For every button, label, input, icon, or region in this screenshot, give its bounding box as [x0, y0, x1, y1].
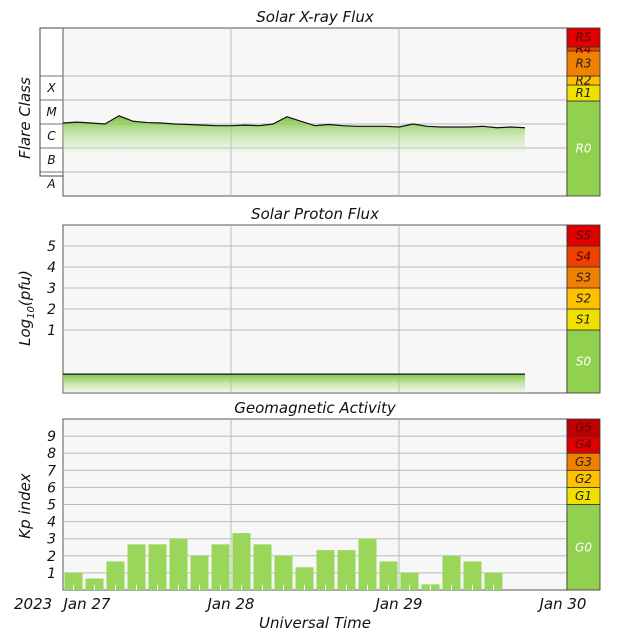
kp-bar	[358, 538, 377, 590]
kp-bar	[400, 572, 419, 590]
kp-bar	[211, 544, 230, 590]
x-tick-label: Jan 27	[61, 595, 111, 613]
kp-ylabel: Kp index	[16, 473, 34, 539]
x-tick-label: Jan 28	[205, 595, 255, 613]
x-axis: 2023 Jan 27 Jan 28 Jan 29 Jan 30 Universal …	[14, 595, 586, 632]
x-axis-label: Universal Time	[259, 614, 371, 632]
proton-grid: 1 2 3 4 5	[47, 225, 567, 393]
class-label-m: M	[46, 105, 57, 119]
geomagnetic-panel: Geomagnetic Activity Kp index 123456789 …	[16, 399, 601, 591]
proton-ylabel-sub: 10	[26, 306, 37, 319]
kp-ytick: 9	[47, 429, 56, 445]
scale-level-s0	[566, 329, 601, 394]
x-year-label: 2023	[14, 595, 52, 613]
scale-label: R3	[576, 57, 592, 71]
scale-label: G0	[575, 540, 592, 554]
class-label-c: C	[47, 129, 56, 143]
xray-line	[62, 115, 526, 129]
kp-ytick: 2	[47, 549, 56, 565]
scale-label: S3	[576, 271, 591, 285]
kp-bar	[190, 555, 209, 590]
kp-ytick: 7	[47, 463, 56, 479]
scale-level-g5	[566, 418, 601, 437]
kp-ytick: 6	[47, 480, 56, 496]
kp-bars	[64, 533, 503, 590]
scale-label: S2	[576, 292, 591, 306]
x-tick-labels: Jan 27 Jan 28 Jan 29 Jan 30	[61, 595, 587, 613]
class-label-a: A	[46, 177, 55, 191]
kp-bar	[232, 533, 251, 590]
class-label-x: X	[46, 81, 56, 95]
proton-ytick: 4	[47, 260, 56, 276]
scale-label: G2	[575, 472, 592, 486]
kp-bar	[274, 555, 293, 590]
xray-plot-area	[62, 27, 568, 197]
proton-ytick: 1	[47, 323, 56, 339]
proton-title: Solar Proton Flux	[251, 205, 379, 223]
scale-label: G4	[575, 438, 592, 452]
kp-ytick: 4	[47, 515, 56, 531]
kp-bar	[127, 544, 146, 590]
xray-title: Solar X-ray Flux	[256, 8, 374, 26]
kp-bar	[148, 544, 167, 590]
kp-bar	[316, 550, 335, 590]
proton-ytick: 5	[47, 239, 56, 255]
kp-bar	[463, 561, 482, 590]
kp-bar	[295, 567, 314, 590]
scale-label: S0	[576, 355, 592, 369]
proton-area	[63, 374, 525, 393]
kp-ytick: 3	[47, 532, 56, 548]
x-tick-label: Jan 30	[537, 595, 587, 613]
scale-label: R0	[576, 142, 592, 156]
kp-bar	[442, 555, 461, 590]
scale-label: S4	[576, 250, 591, 264]
scale-level-r0	[566, 100, 601, 197]
geomagnetic-storm-scale: G0 G1 G2 G3 G4 G5	[566, 418, 601, 591]
proton-ylabel-rest: (pfu)	[16, 270, 34, 306]
kp-ytick: 5	[47, 498, 56, 514]
kp-bar	[85, 578, 104, 590]
kp-ytick: 8	[47, 446, 56, 462]
scale-level-r3	[566, 50, 601, 77]
scale-level-r5	[566, 27, 601, 48]
scale-label: R2	[576, 74, 592, 88]
scale-level-s5	[566, 224, 601, 247]
kp-bar	[379, 561, 398, 590]
proton-ylabel: Log10(pfu)	[16, 270, 37, 346]
kp-bar	[106, 561, 125, 590]
kp-bar	[169, 538, 188, 590]
kp-ytick: 1	[47, 566, 56, 582]
kp-title: Geomagnetic Activity	[234, 399, 397, 417]
kp-bar	[253, 544, 272, 590]
scale-label: S1	[576, 313, 591, 327]
scale-label: R1	[576, 86, 592, 100]
class-label-b: B	[47, 153, 55, 167]
proton-ytick: 3	[47, 281, 56, 297]
proton-ytick: 2	[47, 302, 56, 318]
kp-bar	[337, 550, 356, 590]
scale-label: S5	[576, 229, 591, 243]
scale-label: G5	[575, 421, 592, 435]
xray-ylabel: Flare Class	[16, 77, 34, 159]
proton-ylabel-base: Log	[16, 319, 34, 346]
xray-series	[62, 115, 526, 152]
scale-label: G1	[575, 489, 592, 503]
kp-bar	[484, 572, 503, 590]
x-tick-label: Jan 29	[373, 595, 423, 613]
kp-bar	[64, 572, 83, 590]
scale-label: R5	[576, 31, 592, 45]
proton-series	[63, 373, 525, 393]
solar-radiation-scale: S0 S1 S2 S3 S4 S5	[566, 224, 601, 394]
scale-label: G3	[575, 455, 592, 469]
